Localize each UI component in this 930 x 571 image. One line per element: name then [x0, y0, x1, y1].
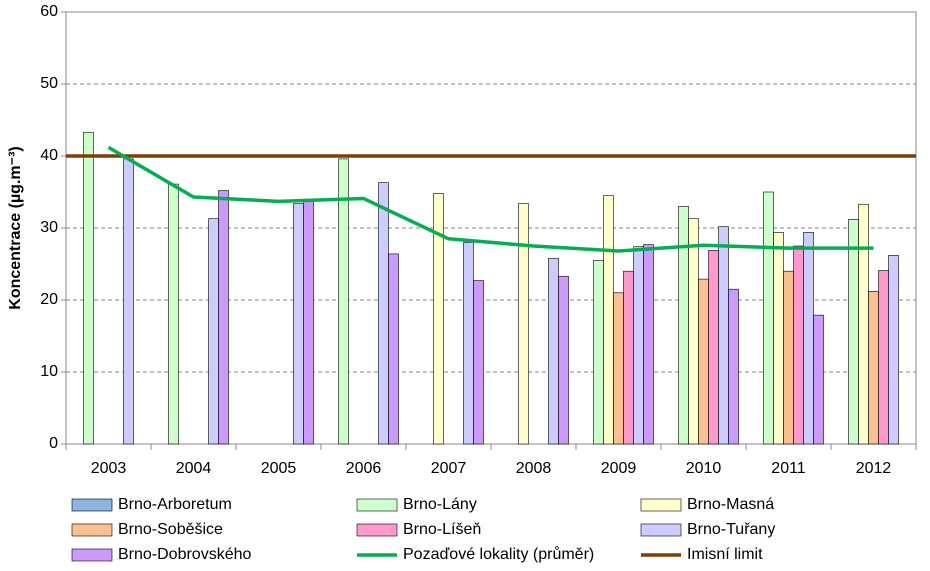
x-tick-label: 2006 — [346, 460, 382, 477]
bar — [593, 260, 604, 445]
line-series — [107, 145, 874, 253]
legend-label: Brno-Líšeň — [403, 521, 481, 538]
bar — [463, 242, 474, 445]
bar — [473, 280, 484, 445]
bar — [793, 245, 804, 445]
legend-swatch — [356, 523, 398, 537]
y-tick-label: 60 — [40, 3, 58, 20]
bar — [558, 275, 569, 445]
bar — [518, 203, 529, 445]
y-tick-label: 20 — [40, 291, 58, 308]
x-tick-label: 2010 — [686, 460, 722, 477]
legend-swatch — [640, 523, 682, 537]
y-tick-label: 30 — [40, 219, 58, 236]
legend-label: Brno-Masná — [687, 496, 774, 513]
x-tick-label: 2008 — [516, 460, 552, 477]
x-tick-label: 2005 — [261, 460, 297, 477]
bar — [678, 206, 689, 445]
legend-swatch — [71, 548, 113, 562]
bar — [433, 193, 444, 445]
y-tick-label: 0 — [49, 435, 58, 452]
x-tick-label: 2007 — [431, 460, 467, 477]
bar — [633, 246, 644, 445]
legend-label: Brno-Arboretum — [118, 496, 232, 513]
legend-label: Brno-Tuřany — [687, 521, 775, 538]
bar — [83, 131, 94, 445]
bar — [218, 190, 229, 445]
legend-label: Pozaďové lokality (průměr) — [403, 545, 594, 563]
bar — [803, 232, 814, 445]
x-tick-label: 2003 — [91, 460, 127, 477]
y-axis-label: Koncentrace (µg.m⁻³) — [7, 146, 24, 309]
bar — [688, 218, 699, 445]
legend-label: Brno-Dobrovského — [118, 546, 252, 563]
bar — [613, 292, 624, 445]
x-tick-label: 2004 — [176, 460, 212, 477]
legend-swatch — [71, 498, 113, 512]
bar — [548, 257, 559, 445]
bar — [293, 203, 304, 445]
bar — [763, 191, 774, 445]
x-tick-label: 2011 — [771, 460, 806, 477]
bar — [643, 244, 654, 445]
legend-swatch — [640, 498, 682, 512]
bar — [698, 278, 709, 445]
legend-label: Brno-Lány — [403, 496, 477, 513]
bar — [123, 158, 134, 445]
bar — [718, 226, 729, 445]
bar — [783, 270, 794, 445]
x-tick-label: 2009 — [601, 460, 637, 477]
y-tick-label: 10 — [40, 363, 58, 380]
bar — [623, 270, 634, 445]
bar — [858, 203, 869, 445]
bar — [868, 291, 879, 445]
bar — [388, 253, 399, 445]
legend-swatch — [356, 498, 398, 512]
bar — [338, 158, 349, 445]
bar — [848, 219, 859, 445]
bar — [773, 232, 784, 445]
bar — [303, 198, 314, 445]
legend-label: Imisní limit — [687, 546, 763, 563]
legend-swatch — [71, 523, 113, 537]
bar — [168, 183, 179, 445]
x-tick-label: 2012 — [856, 460, 892, 477]
bar — [878, 270, 889, 445]
y-tick-label: 40 — [40, 147, 58, 164]
bar — [208, 218, 219, 445]
bar — [603, 195, 614, 445]
bar — [728, 288, 739, 445]
y-tick-label: 50 — [40, 75, 58, 92]
bar — [813, 314, 824, 445]
legend-label: Brno-Soběšice — [118, 521, 223, 538]
bar — [708, 250, 719, 445]
bar — [888, 255, 899, 445]
bar — [378, 182, 389, 445]
